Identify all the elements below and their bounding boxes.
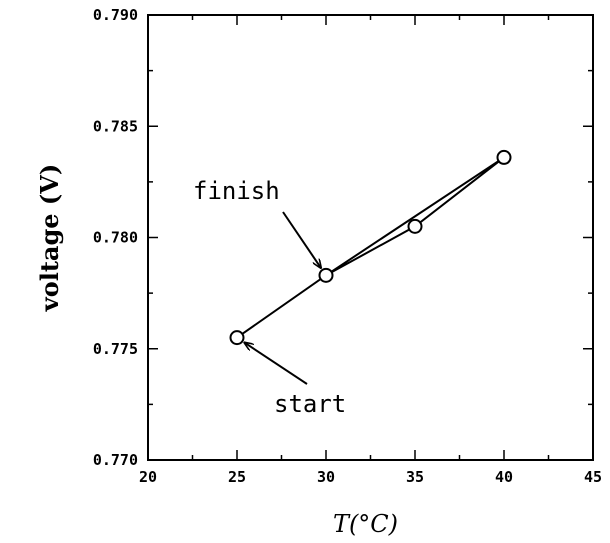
x-tick-label: 40 <box>495 468 513 486</box>
annotation-finish-arrow <box>282 211 321 268</box>
x-tick-label: 25 <box>228 468 246 486</box>
y-tick-label: 0.785 <box>93 117 138 135</box>
y-axis-title: voltage (V) <box>35 164 64 312</box>
plot-frame <box>147 14 594 461</box>
y-tick-label: 0.780 <box>93 229 138 247</box>
annotation-start-label: start <box>274 390 346 418</box>
x-axis-title: T(°C) <box>333 510 398 538</box>
axis-tick-labels: 20 25 30 35 40 45 0.770 0.775 0.780 0.785 0.790 <box>93 6 602 486</box>
x-tick-label: 30 <box>317 468 335 486</box>
x-tick-label: 20 <box>139 468 157 486</box>
data-point <box>229 330 245 346</box>
series-group <box>229 149 512 346</box>
y-tick-label: 0.770 <box>93 451 138 469</box>
axis-ticks <box>147 14 594 461</box>
data-point <box>407 218 423 234</box>
annotation-finish-label: finish <box>193 177 280 205</box>
annotation-start-arrow <box>245 343 308 385</box>
y-tick-label: 0.775 <box>93 340 138 358</box>
x-tick-label: 35 <box>406 468 424 486</box>
data-point <box>318 267 334 283</box>
x-tick-label: 45 <box>584 468 602 486</box>
data-point <box>496 149 512 165</box>
annotations-group: finish start <box>193 177 346 418</box>
y-tick-label: 0.790 <box>93 6 138 24</box>
